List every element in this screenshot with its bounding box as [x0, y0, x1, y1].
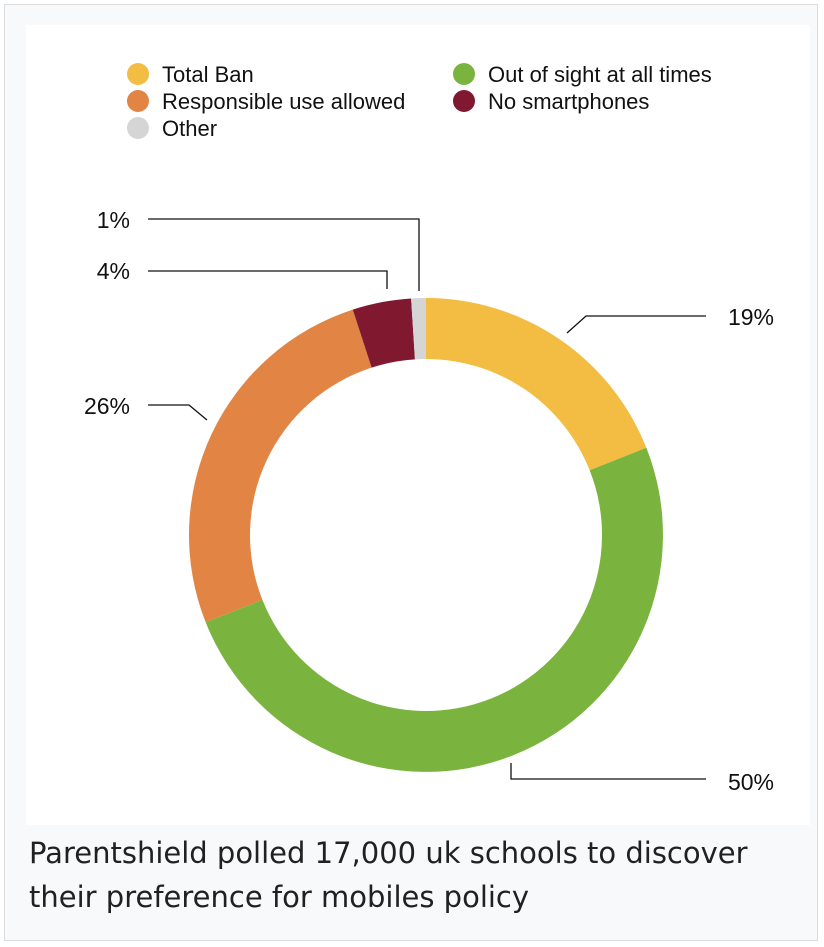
- leader-line-responsible-use-allowed: [148, 404, 208, 421]
- legend-swatch-out-of-sight-at-all-times: [453, 63, 475, 85]
- legend-label-total-ban: Total Ban: [162, 62, 254, 87]
- leader-line-no-smartphones: [148, 270, 388, 289]
- leader-line-total-ban: [566, 315, 706, 334]
- slice-no-smartphones: [352, 298, 415, 368]
- data-label-out-of-sight-at-all-times: 50%: [728, 769, 774, 795]
- legend-label-other: Other: [162, 116, 217, 141]
- figure-frame: Total Ban Responsible use allowed Other Out…: [4, 4, 818, 941]
- legend-swatch-total-ban: [127, 63, 149, 85]
- legend-swatch-no-smartphones: [453, 90, 475, 112]
- legend-swatch-responsible-use-allowed: [127, 90, 149, 112]
- slice-responsible-use-allowed: [188, 309, 372, 623]
- leader-line-out-of-sight-at-all-times: [510, 763, 706, 780]
- data-label-total-ban: 19%: [728, 304, 774, 330]
- data-label-no-smartphones: 4%: [97, 258, 130, 284]
- legend-label-responsible-use-allowed: Responsible use allowed: [162, 89, 405, 114]
- slice-out-of-sight-at-all-times: [205, 447, 663, 772]
- legend-label-out-of-sight-at-all-times: Out of sight at all times: [488, 62, 712, 87]
- leader-line-other: [148, 218, 420, 291]
- legend-label-no-smartphones: No smartphones: [488, 89, 649, 114]
- legend-swatch-other: [127, 117, 149, 139]
- donut-chart: Total Ban Responsible use allowed Other Out…: [26, 25, 810, 825]
- data-label-other: 1%: [97, 207, 130, 233]
- figure-caption: Parentshield polled 17,000 uk schools to…: [29, 836, 748, 914]
- slice-total-ban: [426, 298, 647, 471]
- data-label-responsible-use-allowed: 26%: [84, 393, 130, 419]
- slice-other: [411, 298, 426, 360]
